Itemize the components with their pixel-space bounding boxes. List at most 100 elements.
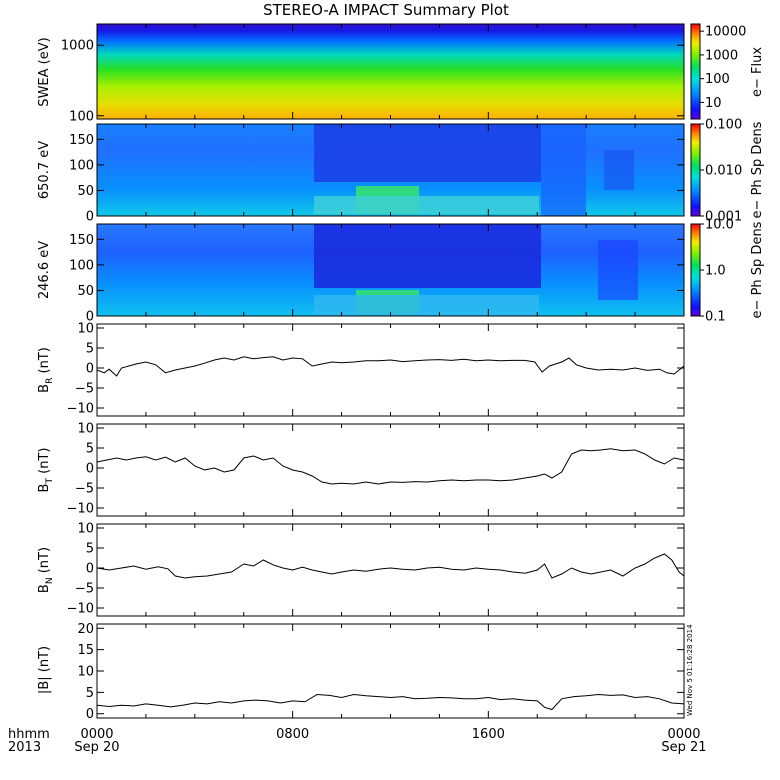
colorbar-psd-650-ticks: 0.001 0.010 0.100	[700, 118, 742, 225]
time-axis-row1-label: hhmm	[8, 727, 50, 742]
pad-246-y-ticks: 0 50 100 150	[69, 224, 685, 325]
bmag-y-tick-label: 5	[86, 686, 94, 701]
colorbar-tick-label: 10000	[705, 25, 746, 40]
colorbar-psd-246-label: e− Ph Sp Dens	[750, 221, 765, 318]
br-y-ticks: −10 −5 0 5 10	[67, 322, 685, 417]
bmag-ylabel: |B| (nT)	[37, 646, 52, 694]
bt-y-tick-label: −5	[75, 482, 94, 497]
pad-246-y-tick-label: 0	[86, 310, 94, 325]
bn-y-tick-label: −5	[75, 582, 94, 597]
pad-246-features	[314, 224, 638, 315]
pad-650-y-ticks: 0 50 100 150	[69, 124, 685, 225]
colorbar-tick-label: 100	[705, 72, 730, 87]
time-tick-label: 0000	[667, 727, 700, 742]
colorbar-tick-label: 0.1	[705, 310, 726, 325]
swea-y-tick-label: 100	[69, 109, 94, 124]
panel-pad-246: 0 50 100 150 246.6 eV	[37, 223, 685, 325]
pad-650-y-tick-label: 100	[69, 158, 94, 173]
swea-y-ticks: 100 1000	[61, 24, 685, 124]
bt-y-tick-label: 10	[77, 422, 94, 437]
colorbar-psd-246-ticks: 0.1 1.0 10.0	[700, 218, 734, 325]
bmag-series-line	[96, 693, 685, 711]
bmag-y-tick-label: 10	[77, 665, 94, 680]
pad-650-features	[314, 124, 634, 216]
colorbar-psd-650: 0.001 0.010 0.100 e− Ph Sp Dens	[690, 118, 765, 225]
bn-y-tick-label: 5	[86, 542, 94, 557]
br-y-tick-label: −10	[67, 402, 94, 417]
pad-650-y-tick-label: 0	[86, 210, 94, 225]
plot-title: STEREO-A IMPACT Summary Plot	[263, 1, 509, 19]
bt-y-tick-label: 0	[86, 462, 94, 477]
bt-series-line	[96, 448, 685, 485]
bt-y-tick-label: 5	[86, 442, 94, 457]
colorbar-tick-label: 0.001	[705, 210, 742, 225]
pad-650-light-band	[314, 196, 539, 214]
bn-ylabel-unit: (nT)	[37, 547, 52, 577]
br-ylabel: BR (nT)	[37, 347, 55, 393]
time-tick-label: 0800	[276, 727, 309, 742]
br-y-tick-label: 5	[86, 342, 94, 357]
bmag-y-tick-label: 0	[86, 707, 94, 722]
br-y-tick-label: −5	[75, 382, 94, 397]
pad-246-y-tick-label: 100	[69, 258, 94, 273]
pad-246-dark-right	[598, 240, 638, 300]
pad-650-ylabel: 650.7 eV	[37, 141, 52, 199]
panel-bt: −10 −5 0 5 10 BT (nT)	[37, 422, 685, 517]
br-ylabel-unit: (nT)	[37, 347, 52, 377]
bn-y-tick-label: −10	[67, 602, 94, 617]
bn-ylabel: BN (nT)	[37, 547, 55, 593]
bt-ylabel: BT (nT)	[37, 448, 55, 493]
bt-ylabel-sub: T	[45, 478, 55, 485]
pad-246-y-tick-label: 50	[77, 284, 94, 299]
timestamp-stamp: Wed Nov 5 01:16:28 2014	[686, 624, 694, 716]
pad-650-dark-right	[604, 150, 634, 190]
br-ylabel-sub: R	[45, 378, 55, 384]
time-tick-label: 0000	[80, 727, 113, 742]
bt-ylabel-main: B	[37, 484, 52, 493]
colorbar-flux: 10 100 1000 10000 e− Flux	[690, 23, 765, 120]
bmag-y-ticks: 0 5 10 15 20	[77, 622, 685, 722]
colorbar-tick-label: 1000	[705, 48, 738, 63]
bn-y-tick-label: 10	[77, 522, 94, 537]
swea-y-tick-label: 1000	[61, 39, 94, 54]
colorbar-psd-650-label: e− Ph Sp Dens	[750, 121, 765, 218]
bn-y-tick-label: 0	[86, 562, 94, 577]
pad-246-y-tick-label: 150	[69, 233, 94, 248]
br-series-line	[96, 356, 685, 377]
bn-series-line	[96, 553, 685, 579]
bmag-y-tick-label: 20	[77, 622, 94, 637]
panel-bmag: 0 5 10 15 20 |B| (nT) Wed Nov 5 01:16:28 201…	[37, 622, 694, 722]
pad-650-blue-stripe	[541, 124, 586, 216]
bt-y-ticks: −10 −5 0 5 10	[67, 422, 685, 517]
colorbar-psd-246-gradient	[690, 223, 701, 317]
date-tick-label: Sep 20	[74, 740, 119, 755]
pad-650-y-tick-label: 50	[77, 184, 94, 199]
panel-bn: −10 −5 0 5 10 BN (nT)	[37, 522, 685, 617]
pad-246-light-band	[314, 295, 539, 315]
colorbar-flux-label: e− Flux	[750, 47, 765, 97]
time-axis-row2-label: 2013	[8, 740, 41, 755]
date-tick-label: Sep 21	[661, 740, 706, 755]
pad-246-dark-band	[314, 224, 541, 288]
colorbar-tick-label: 0.010	[705, 164, 742, 179]
bt-ylabel-unit: (nT)	[37, 448, 52, 478]
colorbar-tick-label: 0.100	[705, 118, 742, 133]
br-y-tick-label: 10	[77, 322, 94, 337]
colorbar-psd-650-gradient	[690, 123, 701, 217]
panel-pad-650: 0 50 100 150 650.7 eV	[37, 123, 685, 225]
swea-spectrogram	[97, 24, 684, 119]
bn-frame	[96, 523, 685, 617]
bn-ylabel-main: B	[37, 584, 52, 593]
bmag-frame	[96, 623, 685, 719]
colorbar-flux-gradient	[690, 23, 701, 120]
bt-y-tick-label: −10	[67, 502, 94, 517]
colorbar-tick-label: 1.0	[705, 264, 726, 279]
colorbar-tick-label: 10	[705, 96, 722, 111]
pad-246-ylabel: 246.6 eV	[37, 241, 52, 299]
bn-ylabel-sub: N	[45, 577, 55, 584]
pad-650-dark-band	[314, 124, 541, 182]
colorbar-tick-label: 10.0	[705, 218, 734, 233]
bn-y-ticks: −10 −5 0 5 10	[67, 522, 685, 617]
